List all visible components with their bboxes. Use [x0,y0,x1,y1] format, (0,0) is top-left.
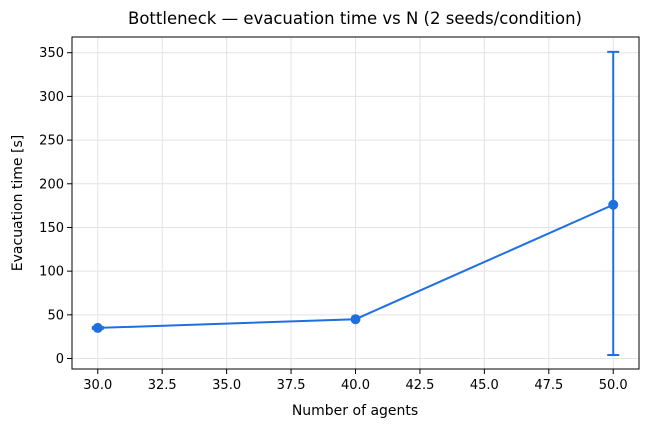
y-tick-label: 300 [39,90,64,105]
x-tick-label: 42.5 [405,378,434,393]
x-tick-label: 32.5 [148,378,177,393]
x-tick-label: 37.5 [277,378,306,393]
x-tick-label: 30.0 [83,378,112,393]
x-tick-label: 50.0 [599,378,628,393]
y-tick-label: 200 [39,177,64,192]
grid [72,37,639,369]
x-tick-label: 40.0 [341,378,370,393]
y-tick-label: 100 [39,265,64,280]
data-point [350,314,361,325]
chart-title: Bottleneck — evacuation time vs N (2 see… [128,9,582,28]
x-tick-label: 45.0 [470,378,499,393]
y-tick-label: 0 [56,352,64,367]
x-axis: 30.0 32.5 35.0 37.5 40.0 42.5 45.0 47.5 50.0 [83,369,628,393]
y-tick-label: 350 [39,46,64,61]
y-tick-label: 150 [39,221,64,236]
y-axis: 0 50 100 150 200 250 300 350 [39,46,72,367]
y-axis-label: Evacuation time [s] [10,135,26,271]
x-tick-label: 47.5 [534,378,563,393]
data-point [608,199,619,210]
y-tick-label: 50 [47,308,64,323]
y-tick-label: 250 [39,134,64,149]
x-axis-label: Number of agents [292,403,418,419]
data-point [92,322,103,333]
x-tick-label: 35.0 [212,378,241,393]
series-layer [91,50,620,357]
